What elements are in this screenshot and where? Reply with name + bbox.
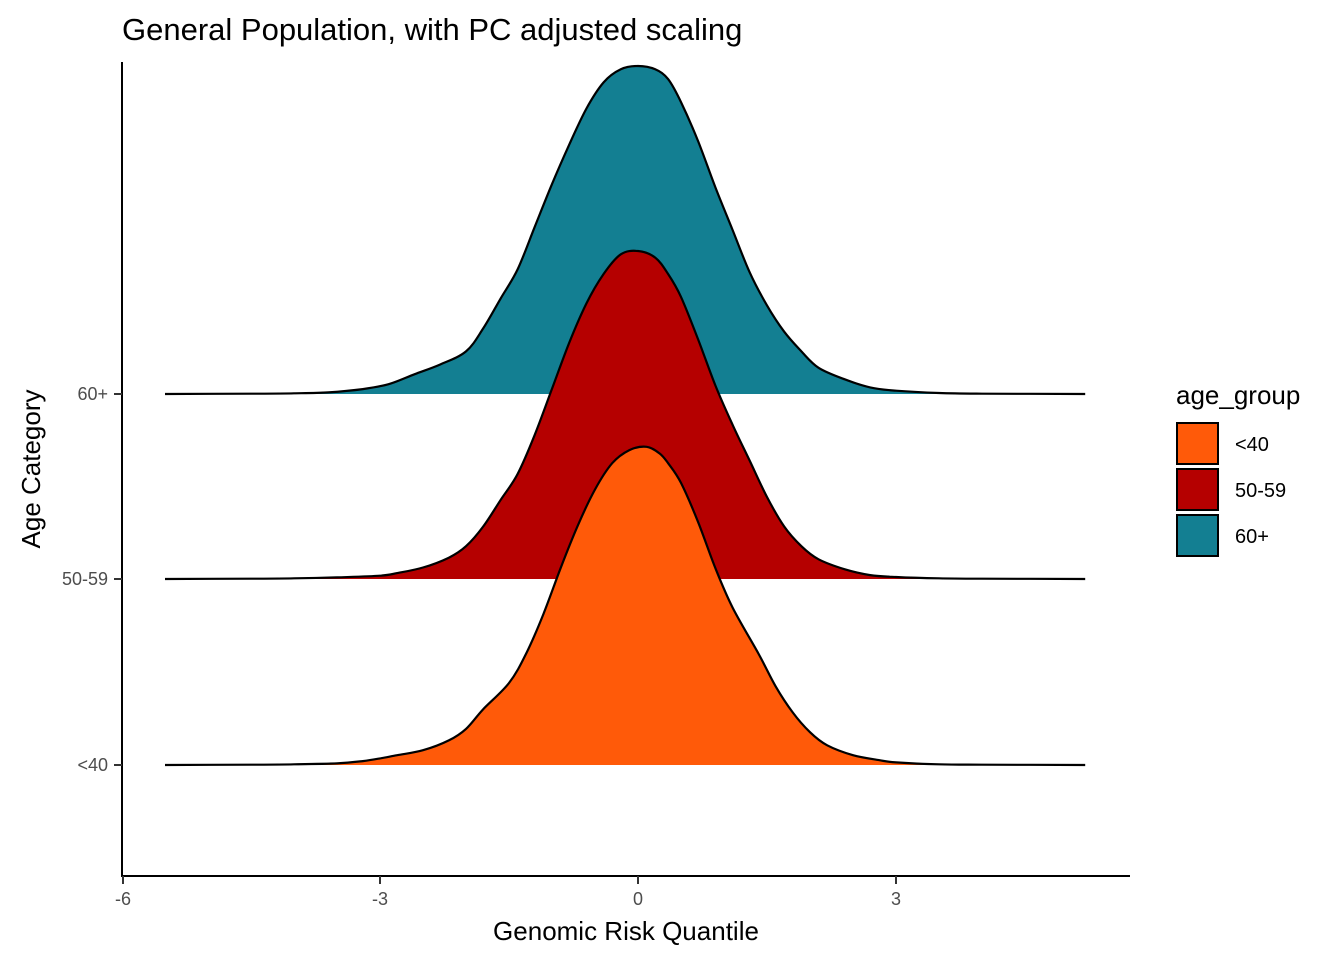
ridges xyxy=(164,64,1086,767)
x-tick-label-3: -3 xyxy=(372,889,388,909)
y-axis-ticks: <40 50-59 60+ xyxy=(62,384,122,775)
chart-title: General Population, with PC adjusted sca… xyxy=(122,12,742,47)
x-tick-label-6: -6 xyxy=(115,889,131,909)
y-axis-label: Age Category xyxy=(16,390,46,549)
x-tick-label-0: 0 xyxy=(633,889,643,909)
y-tick-label-lt40: <40 xyxy=(77,755,108,775)
y-tick-label-60plus: 60+ xyxy=(77,384,108,404)
legend-items: <40 50-59 60+ xyxy=(1176,422,1286,557)
ridge-area-60plus xyxy=(165,66,1086,394)
x-axis-label: Genomic Risk Quantile xyxy=(493,916,759,946)
ridge-outline-60plus xyxy=(164,64,1086,396)
legend-title: age_group xyxy=(1176,380,1300,410)
x-axis-ticks: -6 -3 0 3 xyxy=(115,876,901,909)
ridge-area-lt40 xyxy=(165,446,1086,765)
legend-label-lt40: <40 xyxy=(1235,434,1269,456)
legend-swatch-60plus xyxy=(1176,514,1219,557)
legend-swatch-lt40 xyxy=(1176,422,1219,465)
legend-label-50-59: 50-59 xyxy=(1235,480,1286,502)
legend-swatch-50-59 xyxy=(1176,468,1219,511)
ridge-outline-50-59 xyxy=(164,249,1086,581)
ridge-area-50-59 xyxy=(165,250,1086,580)
ridge-outline-lt40 xyxy=(164,445,1086,767)
legend: age_group <40 50-59 60+ xyxy=(1176,380,1300,557)
x-tick-label-3: 3 xyxy=(891,889,901,909)
legend-label-60plus: 60+ xyxy=(1235,526,1269,548)
y-tick-label-50-59: 50-59 xyxy=(62,569,108,589)
